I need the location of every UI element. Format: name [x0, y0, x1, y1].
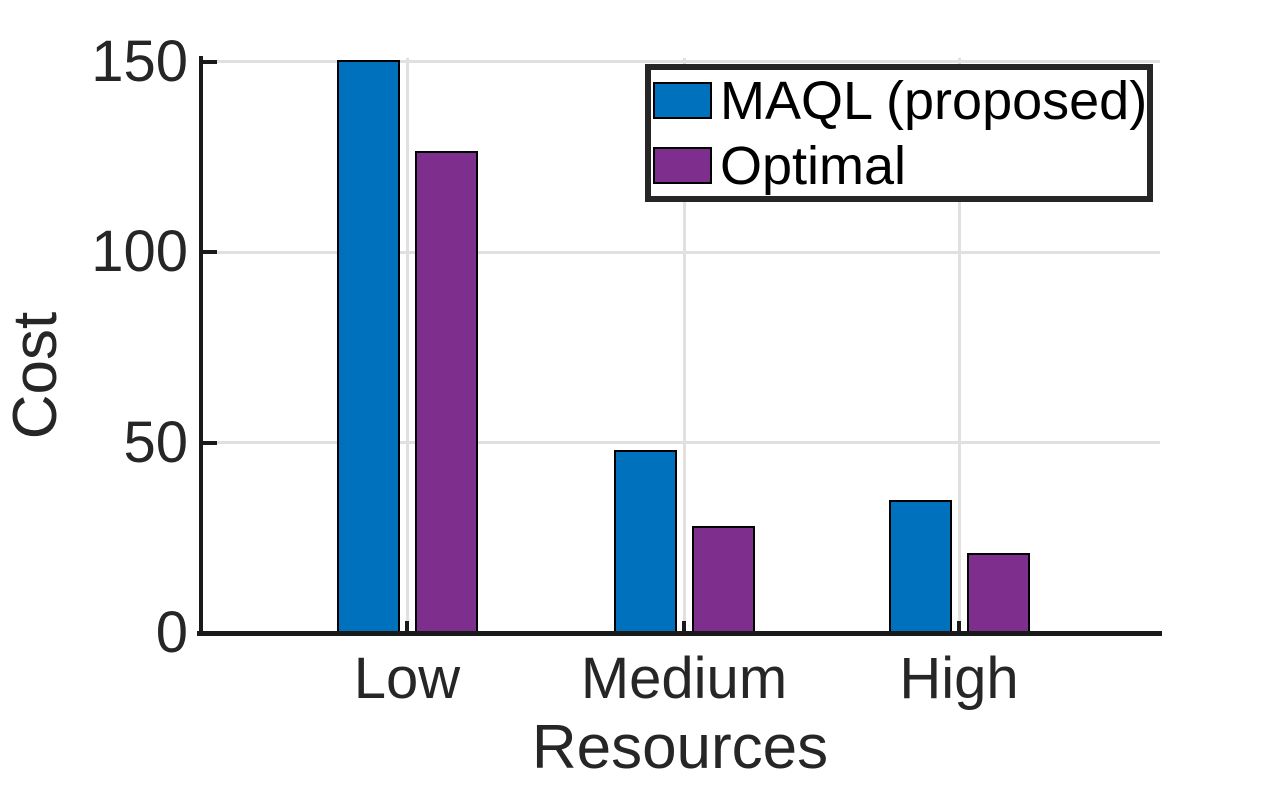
grid-line-horizontal — [201, 441, 1160, 445]
category-label-medium: Medium — [580, 646, 788, 711]
x-axis-spine — [197, 631, 1162, 636]
x-tick-mark — [682, 621, 686, 633]
category-label-high: High — [899, 646, 1019, 711]
legend-label: MAQL (proposed) — [720, 70, 1148, 131]
y-tick-mark — [203, 440, 217, 445]
y-tick-label: 100 — [91, 219, 188, 285]
bar-optimal-high — [967, 553, 1030, 633]
x-tick-mark — [405, 621, 409, 633]
grid-line-vertical — [405, 58, 409, 633]
y-tick-mark — [203, 59, 217, 64]
legend-swatch — [653, 82, 712, 119]
legend-swatch — [653, 147, 712, 184]
y-tick-label: 150 — [91, 28, 188, 94]
legend-row: MAQL (proposed) — [653, 70, 1147, 131]
grid-line-vertical — [957, 58, 961, 633]
legend: MAQL (proposed) Optimal — [645, 64, 1153, 202]
plot-area — [201, 58, 1160, 633]
y-tick-mark — [203, 250, 217, 255]
bar-optimal-medium — [692, 526, 755, 633]
y-tick-label: 50 — [123, 409, 188, 475]
legend-row: Optimal — [653, 135, 1147, 196]
category-label-low: Low — [353, 646, 461, 711]
grid-line-horizontal — [201, 60, 1160, 64]
bar-maql-proposed-low — [337, 59, 400, 633]
grid-line-vertical — [682, 58, 686, 633]
bar-optimal-low — [415, 151, 478, 633]
bar-maql-proposed-high — [889, 499, 952, 633]
x-tick-mark — [957, 621, 961, 633]
y-tick-label: 0 — [155, 600, 188, 665]
grid-line-horizontal — [201, 250, 1160, 254]
x-axis-title: Resources — [531, 713, 829, 782]
bar-maql-proposed-medium — [614, 450, 677, 633]
legend-label: Optimal — [720, 135, 907, 196]
y-axis-spine — [199, 56, 203, 636]
y-axis-title: Cost — [0, 100, 72, 650]
